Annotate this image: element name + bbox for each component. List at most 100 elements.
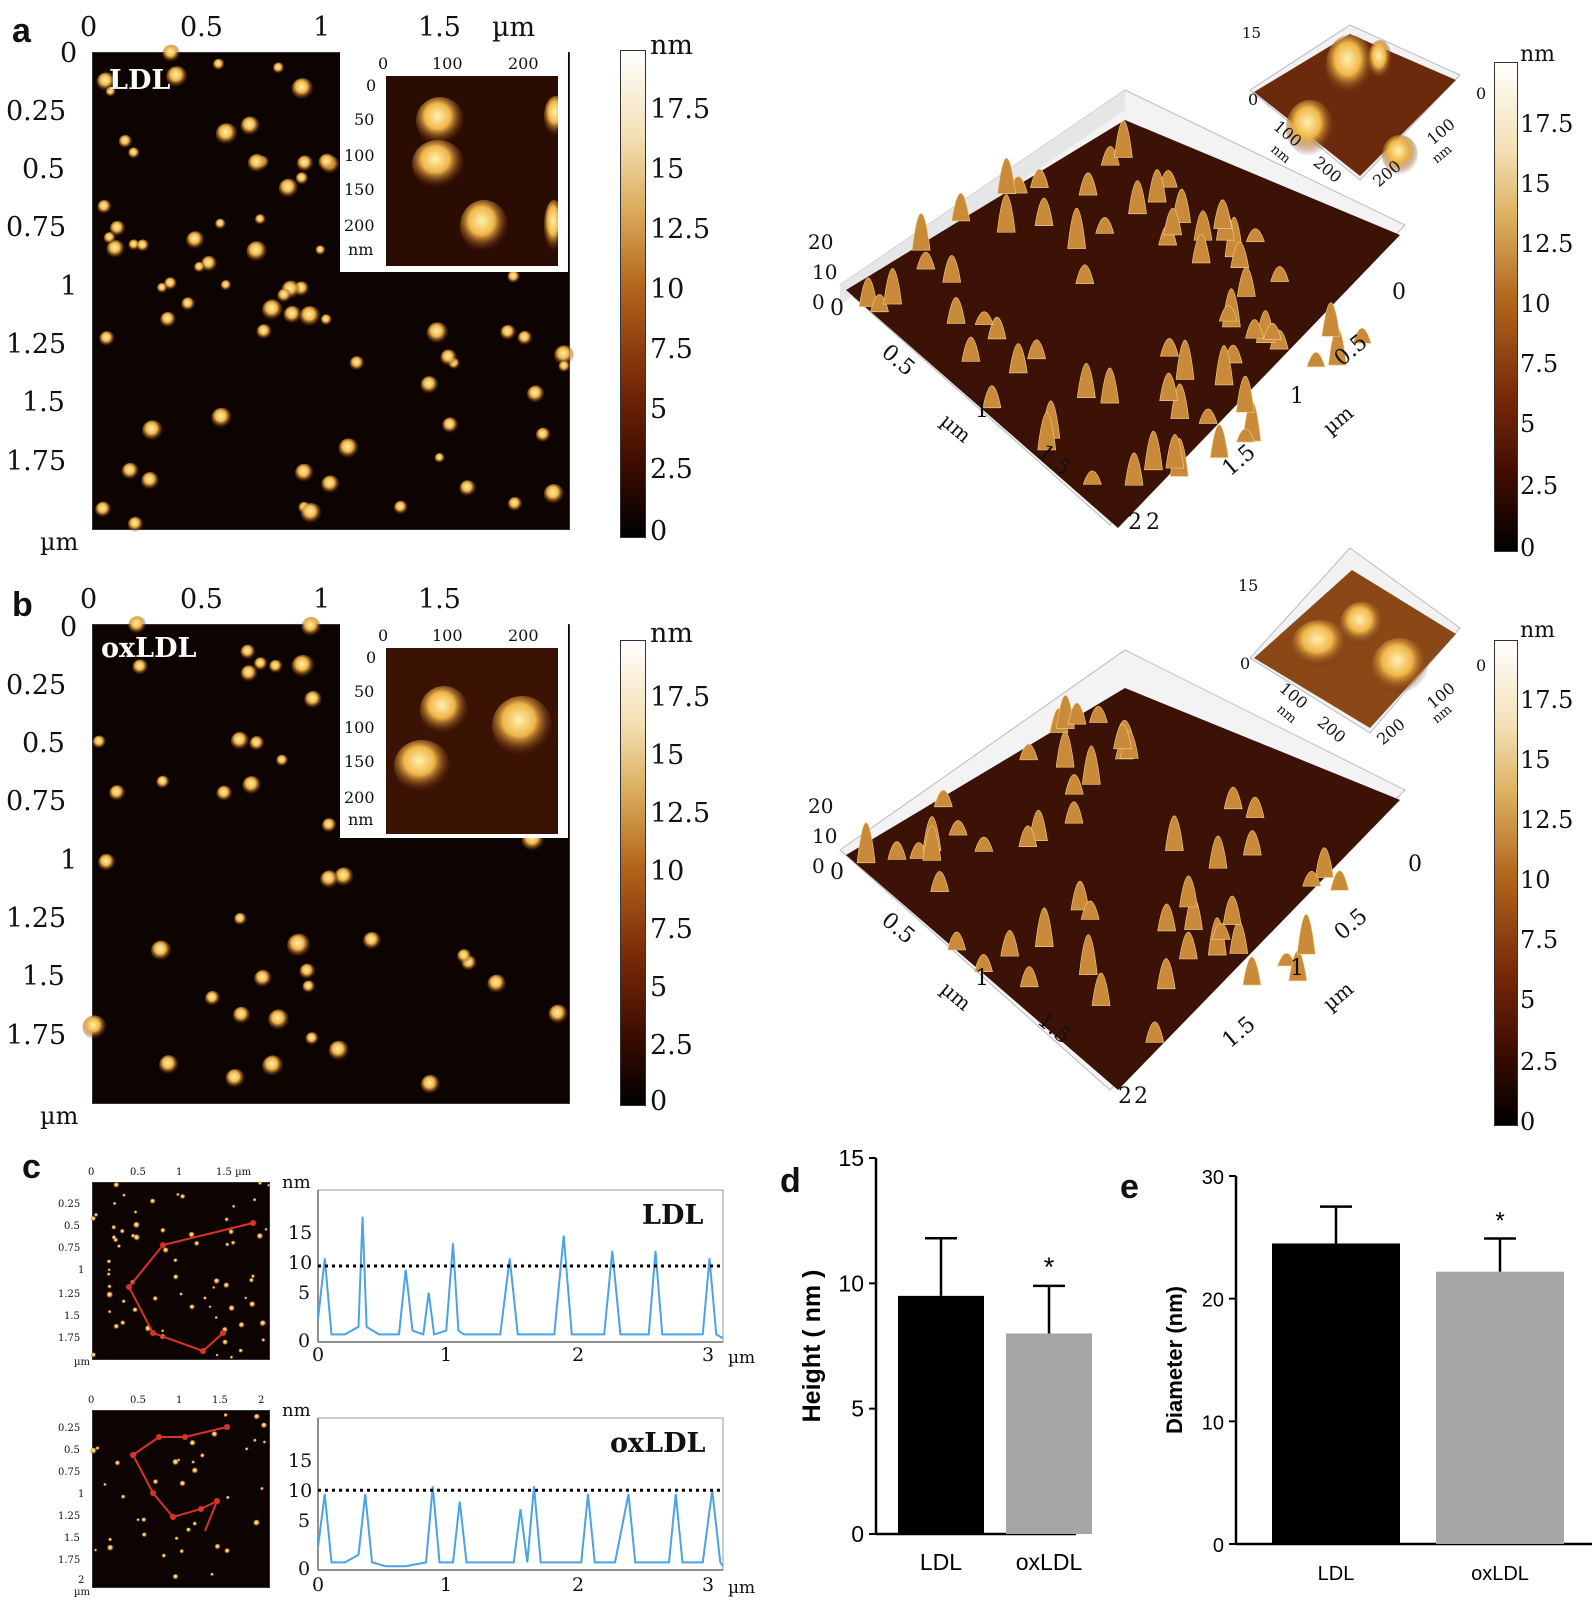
particle [90,1352,97,1358]
particle [349,356,365,371]
particle [106,1291,114,1299]
surface-peak [922,825,942,861]
particle [142,420,163,441]
surface-peak [1100,146,1120,166]
inset-x-tick: 100 [432,54,463,73]
z-tick: 10 [812,824,838,848]
particle [321,818,337,833]
particle [231,1240,236,1246]
profile-x-tick: 1 [440,1574,453,1596]
inset-y-tick: 150 [344,752,375,771]
surface-peak [1218,305,1238,322]
inset-surf-tick: 0 [1240,654,1251,673]
colorbar-tick: 17.5 [1520,686,1574,714]
particle [434,452,445,464]
surface-peak [1245,228,1265,243]
profile-chart-ldl [317,1189,724,1343]
surface-peak [1163,208,1183,236]
surface-peak [1008,343,1028,374]
particle [107,1268,111,1272]
particle [228,1229,235,1235]
particle [254,214,266,226]
y-tick: 1.75 [6,446,67,477]
y-tick: 0.25 [6,670,67,701]
particle [215,218,227,230]
thumb-y-tick: 1.5 [64,1311,80,1322]
inset-y-tick: 200 [344,216,375,235]
y-tick-label: 10 [1202,1412,1224,1434]
y-tick: 0 [60,38,78,69]
thumb-unit: µm [74,1587,90,1598]
surface-peak [974,311,994,325]
sample-label: LDL [109,65,171,96]
surface-peak [1114,120,1133,158]
colorbar-tick: 2.5 [650,1030,693,1061]
particle [272,62,285,74]
particle [214,1316,219,1320]
y-tick: 0.5 [22,728,65,759]
panel-b-letter: b [12,586,33,624]
profile-y-tick: 15 [288,1222,313,1244]
surface-peak [1178,932,1198,960]
particle [300,503,322,524]
colorbar-tick: 5 [650,972,668,1003]
thumb-x-tick: 0.5 [130,1395,146,1406]
thumb-x-tick: 0.5 [130,1167,146,1178]
profile-x-tick: 2 [572,1344,585,1366]
surface-peak [1208,835,1228,869]
surface-peak [942,255,962,283]
inset-y-tick: 0 [366,76,377,95]
surf-x-tick: 2 [1128,510,1142,535]
thumb-x-tick: 1 [176,1395,183,1406]
colorbar-tick: 0 [1520,1108,1536,1136]
particle [320,870,339,889]
inset-x-tick: 200 [508,626,539,645]
particle [258,1181,263,1186]
particle [164,277,178,291]
profile-x-unit: µm [728,1578,756,1598]
particle [212,58,225,71]
panel-d-letter: d [780,1162,801,1200]
profile-line [317,1486,724,1568]
inset-z-tick: 15 [1242,24,1262,42]
surf-y-tick: 2 [1146,510,1160,535]
surface-peak [1160,338,1179,357]
surface-3d-ldl [839,89,1406,528]
surface-peak [997,158,1016,194]
particle [181,297,196,312]
particle [249,736,265,751]
sample-label: oxLDL [101,633,197,664]
significance-mark: * [1044,1252,1055,1282]
afm-thumb-ldl [90,1181,271,1360]
surf-x-tick: 0 [830,860,844,885]
particle [109,785,126,802]
thumb-unit: µm [74,1357,90,1368]
particle [558,360,571,373]
particle [180,1194,186,1200]
particle [162,1247,169,1254]
thumb-y-tick: 0.5 [64,1221,80,1232]
inset-x-tick: 0 [378,54,389,73]
colorbar-tick: 2.5 [650,454,693,485]
profile-y-unit: nm [282,1172,311,1193]
surface-peak [1055,731,1075,768]
particle [90,1447,97,1455]
particle [201,255,218,273]
particle [269,659,283,674]
bar-ldl [898,1295,984,1534]
particle [159,1055,179,1075]
surface-peak [1076,363,1096,398]
surface-peak [1213,199,1232,229]
particle [338,438,359,459]
category-label: oxLDL [1471,1563,1529,1585]
particle [302,980,316,994]
surface-peak [974,954,993,973]
particle [212,1286,216,1290]
surface-peak [1242,956,1262,986]
particle [299,305,321,327]
thumb-y-tick: 1.75 [58,1333,81,1344]
z-tick: 10 [812,260,838,284]
particle [191,1460,196,1465]
surface-peak [1147,169,1167,203]
surface-peak [1157,903,1177,932]
